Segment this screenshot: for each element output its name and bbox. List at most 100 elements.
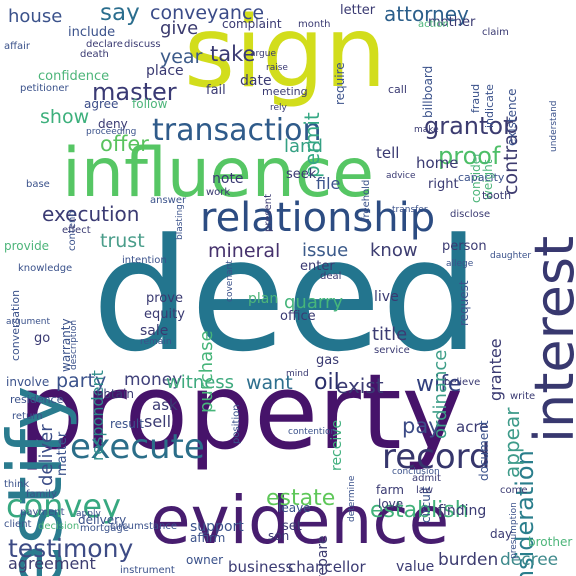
word-purchase: purchase xyxy=(196,330,217,413)
word-tooth: tooth xyxy=(482,189,512,202)
word-claim: claim xyxy=(482,27,509,38)
word-discuss: discuss xyxy=(124,39,161,50)
word-know: know xyxy=(370,240,418,261)
word-sell: sell xyxy=(144,412,172,431)
word-sign: sign xyxy=(184,0,387,110)
word-title: title xyxy=(372,324,408,345)
word-mortgage: mortgage xyxy=(80,523,129,534)
word-present: present xyxy=(263,194,274,233)
word-fraud: fraud xyxy=(469,84,482,114)
word-evidence: evidence xyxy=(150,482,450,559)
word-burden: burden xyxy=(438,550,499,570)
word-call: call xyxy=(388,83,407,96)
word-answer: answer xyxy=(150,195,187,206)
word-enter: enter xyxy=(300,259,335,274)
word-believe: believe xyxy=(444,377,481,388)
word-capacity: capacity xyxy=(458,171,505,184)
word-work: work xyxy=(206,187,231,198)
word-affair: affair xyxy=(4,41,31,52)
word-intention: intention xyxy=(122,255,167,266)
word-rely: rely xyxy=(270,103,287,113)
word-appear: appear xyxy=(500,408,524,479)
word-letter: letter xyxy=(340,3,376,18)
word-trust: trust xyxy=(100,230,145,252)
word-love: love xyxy=(378,497,404,511)
word-day: day xyxy=(490,527,513,541)
word-remain: remain xyxy=(140,337,172,347)
word-covenant: covenant xyxy=(225,260,235,302)
word-conveyance: conveyance xyxy=(150,2,265,24)
word-transaction: transaction xyxy=(152,113,322,148)
word-knowledge: knowledge xyxy=(18,263,73,274)
word-determine: determine xyxy=(347,476,357,523)
word-right: right xyxy=(428,177,459,192)
word-presumption: presumption xyxy=(509,502,519,559)
word-gas: gas xyxy=(316,353,339,368)
word-meeting: meeting xyxy=(262,85,308,98)
word-allege: allege xyxy=(446,259,474,269)
word-offer: offer xyxy=(100,132,149,156)
word-tell: tell xyxy=(376,144,400,162)
word-mineral: mineral xyxy=(208,240,281,262)
word-affirm: affirm xyxy=(190,531,226,545)
word-oil: oil xyxy=(314,370,340,395)
word-billboard: billboard xyxy=(421,66,435,119)
word-wife: wife xyxy=(416,372,462,397)
word-freehold: freehold xyxy=(361,180,372,222)
word-finding: finding xyxy=(438,503,487,519)
word-understand: understand xyxy=(549,100,559,152)
word-base: base xyxy=(26,179,50,190)
word-agree: agree xyxy=(84,97,119,111)
word-decision: decision xyxy=(38,521,80,532)
word-effect: effect xyxy=(62,225,91,236)
word-house: house xyxy=(8,6,63,27)
word-mother: mother xyxy=(428,15,476,30)
word-interest: interest xyxy=(523,236,576,444)
word-raise: raise xyxy=(266,63,288,73)
word-live: live xyxy=(374,289,399,305)
word-think: think xyxy=(4,479,30,490)
word-declare: declare xyxy=(86,39,123,50)
word-value: value xyxy=(396,559,435,575)
word-provide: provide xyxy=(4,239,50,253)
word-indicate: indicate xyxy=(483,84,496,128)
word-grantee: grantee xyxy=(486,338,505,401)
word-establish: establish xyxy=(370,498,469,523)
word-argue: argue xyxy=(250,49,277,59)
word-pay: pay xyxy=(402,414,441,438)
word-quarry: quarry xyxy=(284,292,344,313)
word-fail: fail xyxy=(206,83,226,98)
word-execute: execute xyxy=(70,427,205,467)
word-action: action xyxy=(418,19,449,30)
word-take: take xyxy=(210,42,256,66)
word-deny: deny xyxy=(98,117,128,131)
word-daughter: daughter xyxy=(490,251,532,261)
word-issue: issue xyxy=(302,240,349,261)
word-master: master xyxy=(92,78,177,106)
word-say: say xyxy=(100,0,140,26)
word-involve: involve xyxy=(6,375,50,389)
word-disclose: disclose xyxy=(450,209,491,220)
word-request: request xyxy=(457,280,471,326)
word-respondent: respondent xyxy=(88,370,107,461)
word-son: son xyxy=(268,529,290,543)
word-ordinance: ordinance xyxy=(430,350,451,440)
word-complaint: complaint xyxy=(222,17,282,31)
word-apply: apply xyxy=(76,509,101,519)
word-show: show xyxy=(40,106,90,128)
word-seek: seek xyxy=(286,167,317,182)
word-service: service xyxy=(374,345,410,356)
word-convey: convey xyxy=(6,487,122,525)
word-set: set xyxy=(282,519,302,534)
word-go: go xyxy=(34,331,51,346)
word-deal: deal xyxy=(320,271,342,282)
word-person: person xyxy=(442,239,487,254)
word-result: result xyxy=(110,417,144,431)
word-equity: equity xyxy=(144,307,185,322)
word-write: write xyxy=(510,391,536,402)
word-matter: matter xyxy=(55,432,70,477)
word-blasting: blasting xyxy=(175,204,185,240)
word-note: note xyxy=(212,171,244,187)
word-leave: leave xyxy=(278,501,311,515)
